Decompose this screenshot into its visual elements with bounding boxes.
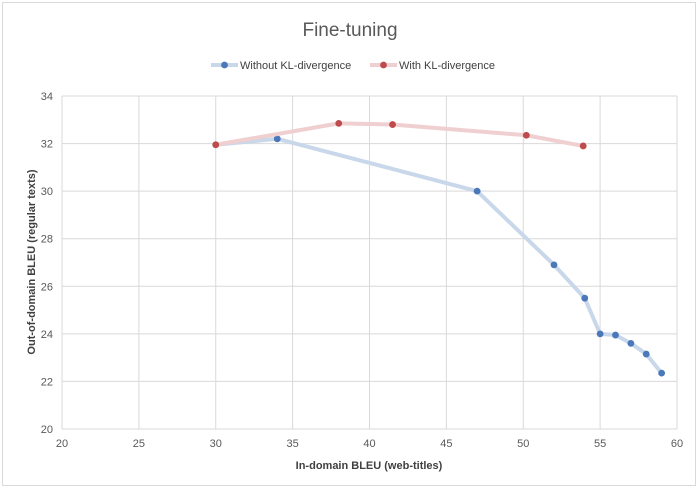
y-axis-label: Out-of-domain BLEU (regular texts) — [26, 169, 38, 355]
data-point — [642, 350, 650, 358]
legend-label: With KL-divergence — [399, 60, 495, 72]
legend-item-with-kl: With KL-divergence — [370, 60, 495, 72]
data-point — [212, 141, 220, 149]
y-tick-label: 26 — [41, 281, 53, 293]
series — [212, 119, 666, 377]
data-point — [612, 331, 619, 339]
x-tick-label: 50 — [517, 438, 529, 450]
x-tick-label: 40 — [363, 438, 375, 450]
legend-item-without-kl: Without KL-divergence — [211, 60, 351, 72]
x-axis-label: In-domain BLEU (web-titles) — [296, 460, 443, 472]
series-line — [213, 136, 664, 376]
series-0 — [212, 135, 666, 377]
y-tick-label: 20 — [41, 424, 53, 436]
data-point — [389, 121, 396, 128]
data-point — [658, 369, 666, 377]
data-point — [627, 339, 635, 347]
data-point — [579, 142, 587, 150]
data-point — [522, 131, 530, 139]
y-tick-label: 22 — [41, 376, 53, 388]
x-tick-label: 30 — [210, 438, 222, 450]
x-tick-label: 55 — [594, 438, 606, 450]
y-tick-label: 30 — [41, 186, 53, 198]
x-tick-label: 20 — [56, 438, 68, 450]
legend-swatch-marker — [221, 61, 228, 69]
x-tick-label: 25 — [133, 438, 145, 450]
data-point — [473, 187, 481, 195]
tick-labels: 20 22 24 26 28 30 32 34 20 25 30 35 40 45 50 55 60 — [41, 91, 683, 450]
data-point — [596, 330, 604, 338]
x-tick-label: 45 — [440, 438, 452, 450]
y-tick-label: 24 — [41, 329, 53, 341]
legend-swatch-marker — [380, 61, 387, 69]
series-1 — [212, 119, 587, 150]
x-tick-label: 35 — [287, 438, 299, 450]
y-tick-label: 32 — [41, 139, 53, 151]
chart-title: Fine-tuning — [302, 20, 397, 41]
legend-label: Without KL-divergence — [240, 60, 351, 72]
data-point — [550, 261, 558, 269]
data-point — [581, 294, 589, 302]
x-tick-label: 60 — [671, 438, 683, 450]
chart-frame — [2, 2, 696, 486]
legend: Without KL-divergence With KL-divergence — [211, 60, 495, 72]
y-tick-label: 28 — [41, 234, 53, 246]
y-tick-label: 34 — [41, 91, 53, 103]
data-point — [273, 135, 281, 143]
data-point — [335, 119, 343, 127]
